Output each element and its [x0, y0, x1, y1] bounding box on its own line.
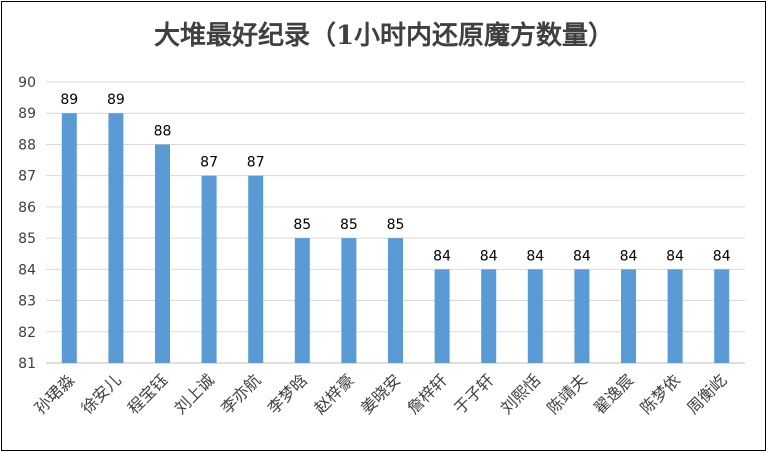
- category-label: 孙珺淼: [31, 370, 78, 417]
- data-label: 89: [60, 92, 78, 108]
- data-label: 84: [573, 248, 591, 264]
- bar: [108, 113, 124, 363]
- category-label: 陈靖夫: [543, 370, 590, 417]
- data-label: 85: [293, 217, 311, 233]
- data-label: 84: [526, 248, 544, 264]
- data-label: 84: [480, 248, 498, 264]
- data-label: 85: [340, 217, 358, 233]
- category-label: 姜晓安: [357, 370, 404, 417]
- bar: [434, 269, 450, 363]
- category-label: 翟逸宸: [590, 370, 637, 417]
- category-label: 李亦航: [217, 370, 264, 417]
- bar: [388, 238, 403, 363]
- x-axis-categories: 孙珺淼 徐安儿 程宝钰 刘上诚 李亦航 李梦晗 赵梓豪 姜晓安 詹梓轩 于子轩 刘熙恬 陈靖夫 翟逸宸陈…: [31, 370, 731, 417]
- bar: [248, 175, 264, 363]
- category-label: 于子轩: [450, 370, 497, 417]
- data-label: 87: [200, 155, 218, 171]
- category-label: 赵梓豪: [310, 370, 357, 417]
- bar: [294, 238, 310, 363]
- bar: [481, 269, 497, 363]
- y-tick-label: 86: [18, 200, 36, 216]
- bar: [201, 175, 217, 363]
- bar: [714, 269, 730, 363]
- data-label: 84: [666, 248, 684, 264]
- y-tick-label: 87: [18, 169, 36, 185]
- data-labels: 89 89 88 87 87 85 85 85 84 84 84 84 84 84 84: [60, 92, 730, 264]
- y-tick-label: 88: [18, 137, 36, 153]
- y-tick-label: 82: [18, 325, 36, 341]
- category-label: 刘熙恬: [497, 370, 544, 417]
- bar: [61, 113, 77, 363]
- chart-title: 大堆最好纪录（1小时内还原魔方数量）: [154, 20, 614, 51]
- bar: [527, 269, 543, 363]
- bar: [155, 144, 170, 363]
- category-label: 刘上诚: [171, 370, 218, 417]
- y-tick-label: 85: [18, 231, 36, 247]
- category-label: 周衡屹: [683, 370, 730, 417]
- bar: [574, 269, 590, 363]
- data-label: 85: [387, 217, 405, 233]
- bar: [341, 238, 357, 363]
- category-label: 程宝钰: [124, 370, 171, 417]
- category-label: 徐安儿: [77, 370, 124, 417]
- bar: [621, 269, 636, 363]
- data-label: 89: [107, 92, 125, 108]
- y-tick-label: 81: [18, 356, 36, 372]
- category-label: 詹梓轩: [404, 370, 451, 417]
- y-tick-label: 83: [18, 294, 36, 310]
- data-label: 84: [433, 248, 451, 264]
- data-label: 87: [247, 155, 265, 171]
- data-label: 88: [154, 123, 172, 139]
- category-label: 陈梦依: [637, 370, 684, 417]
- y-tick-label: 84: [18, 262, 36, 278]
- bar: [667, 269, 683, 363]
- data-label: 84: [713, 248, 731, 264]
- y-tick-label: 89: [18, 106, 36, 122]
- data-label: 84: [620, 248, 638, 264]
- y-tick-label: 90: [18, 75, 36, 91]
- category-label: 李梦晗: [264, 370, 311, 417]
- bars: [61, 113, 730, 363]
- y-axis-ticks: 81 82 83 84 85 86 87 88 89 90: [18, 75, 36, 372]
